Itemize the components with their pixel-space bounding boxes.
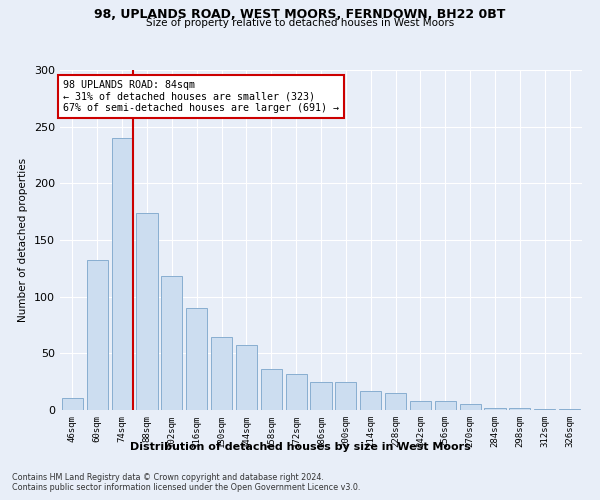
Text: 98 UPLANDS ROAD: 84sqm
← 31% of detached houses are smaller (323)
67% of semi-de: 98 UPLANDS ROAD: 84sqm ← 31% of detached… (62, 80, 338, 114)
Text: 98, UPLANDS ROAD, WEST MOORS, FERNDOWN, BH22 0BT: 98, UPLANDS ROAD, WEST MOORS, FERNDOWN, … (94, 8, 506, 20)
Bar (112, 138, 133, 410)
Bar (236, 346, 257, 410)
Text: Size of property relative to detached houses in West Moors: Size of property relative to detached ho… (146, 18, 454, 28)
Bar (509, 408, 530, 410)
Bar (211, 338, 232, 410)
Text: Contains public sector information licensed under the Open Government Licence v3: Contains public sector information licen… (12, 482, 361, 492)
Text: Distribution of detached houses by size in West Moors: Distribution of detached houses by size … (130, 442, 470, 452)
Bar (385, 393, 406, 410)
Bar (161, 276, 182, 410)
Bar (261, 369, 282, 410)
Bar (310, 382, 332, 410)
Bar (87, 260, 108, 410)
Bar (460, 404, 481, 410)
Bar (559, 409, 580, 410)
Bar (286, 374, 307, 410)
Bar (534, 409, 555, 410)
Y-axis label: Number of detached properties: Number of detached properties (19, 158, 28, 322)
Bar (484, 408, 506, 410)
Text: Contains HM Land Registry data © Crown copyright and database right 2024.: Contains HM Land Registry data © Crown c… (12, 472, 324, 482)
Bar (410, 401, 431, 410)
Bar (186, 308, 207, 410)
Bar (335, 382, 356, 410)
Bar (62, 398, 83, 410)
Bar (360, 390, 381, 410)
Bar (136, 213, 158, 410)
Bar (435, 401, 456, 410)
